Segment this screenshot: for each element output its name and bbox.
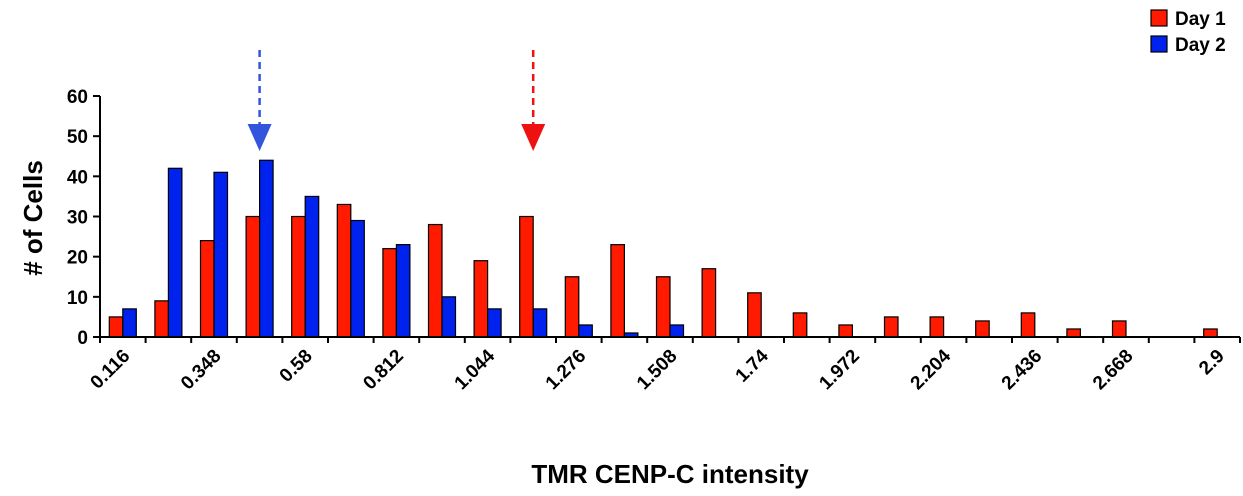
bar-day-2-bin-12: [669, 324, 685, 338]
bar-day-1-bin-10: [564, 276, 580, 338]
x-tick-label-1: 0.348: [177, 346, 225, 394]
bar-day-1-bin-7: [427, 223, 443, 338]
bar-day-1-bin-24: [1203, 328, 1218, 338]
bar-day-1-bin-21: [1066, 328, 1082, 338]
bar-day-1-bin-17: [883, 316, 899, 338]
markers-layer: [247, 50, 546, 151]
bar-day-1-bin-3: [245, 215, 261, 338]
bar-day-1-bin-9: [519, 215, 534, 338]
bars-layer: [108, 159, 1218, 338]
bar-day-1-bin-12: [655, 276, 671, 338]
x-tick-label-6: 1.508: [633, 346, 681, 394]
bar-day-2-bin-3: [259, 159, 274, 338]
bar-day-2-bin-5: [350, 219, 365, 338]
x-tick-label-5: 1.276: [542, 346, 590, 394]
bar-day-2-bin-2: [213, 171, 229, 338]
x-tick-label-11: 2.668: [1089, 346, 1137, 394]
bar-day-1-bin-6: [382, 248, 397, 338]
bar-day-1-bin-1: [154, 300, 169, 338]
bar-day-1-bin-13: [701, 268, 717, 338]
x-tick-label-0: 0.116: [87, 346, 135, 394]
x-tick-label-7: 1.74: [732, 345, 773, 386]
bar-day-2-bin-4: [304, 195, 320, 338]
y-tick-label-60: 60: [67, 87, 88, 108]
bar-day-1-bin-20: [1020, 312, 1036, 338]
x-tick-label-2: 0.58: [276, 346, 317, 387]
bar-day-2-bin-7: [441, 296, 457, 338]
bar-day-2-bin-1: [167, 167, 183, 338]
x-tick-label-8: 1.972: [815, 346, 863, 394]
y-tick-label-20: 20: [67, 248, 88, 269]
bar-day-2-bin-0: [122, 308, 137, 338]
bar-day-2-bin-6: [395, 244, 411, 338]
x-tick-label-12: 2.9: [1195, 346, 1229, 380]
y-tick-label-0: 0: [77, 328, 88, 349]
y-tick-label-10: 10: [67, 288, 88, 309]
bar-day-1-bin-14: [747, 292, 762, 338]
bar-day-1-bin-2: [199, 240, 215, 338]
bar-day-1-bin-11: [610, 244, 626, 338]
x-tick-label-4: 1.044: [451, 345, 500, 394]
bar-day-1-bin-8: [473, 260, 489, 338]
y-tick-label-40: 40: [67, 167, 88, 188]
marker-arrowhead-0: [247, 124, 272, 151]
marker-arrowhead-1: [521, 124, 546, 151]
legend-label-0: Day 1: [1175, 9, 1226, 30]
bar-day-1-bin-16: [838, 324, 854, 338]
x-tick-label-3: 0.812: [359, 346, 407, 394]
y-axis-title: # of Cells: [18, 160, 48, 276]
axes-layer: 0 10 20 30 40 50 60 0.116 0.348 0.58 0.812 1.044 1.2…: [67, 87, 1241, 394]
bar-day-1-bin-0: [108, 316, 124, 338]
legend-label-1: Day 2: [1175, 35, 1226, 56]
legend: Day 1 Day 2: [1150, 9, 1226, 56]
bar-day-1-bin-19: [975, 320, 990, 338]
bar-day-1-bin-15: [792, 312, 808, 338]
y-tick-label-30: 30: [67, 208, 88, 229]
legend-swatch-0: [1150, 9, 1168, 27]
bar-day-1-bin-18: [929, 316, 945, 338]
bar-day-1-bin-4: [291, 215, 306, 338]
y-tick-label-50: 50: [67, 127, 88, 148]
bar-day-1-bin-5: [336, 203, 352, 338]
bar-day-1-bin-22: [1111, 320, 1127, 338]
bar-day-2-bin-9: [532, 308, 548, 338]
x-tick-label-9: 2.204: [907, 345, 956, 394]
legend-swatch-1: [1150, 35, 1168, 53]
bar-day-2-bin-10: [578, 324, 593, 338]
bar-day-2-bin-8: [487, 308, 502, 338]
x-tick-label-10: 2.436: [998, 346, 1046, 394]
x-axis-title: TMR CENP-C intensity: [531, 459, 809, 489]
